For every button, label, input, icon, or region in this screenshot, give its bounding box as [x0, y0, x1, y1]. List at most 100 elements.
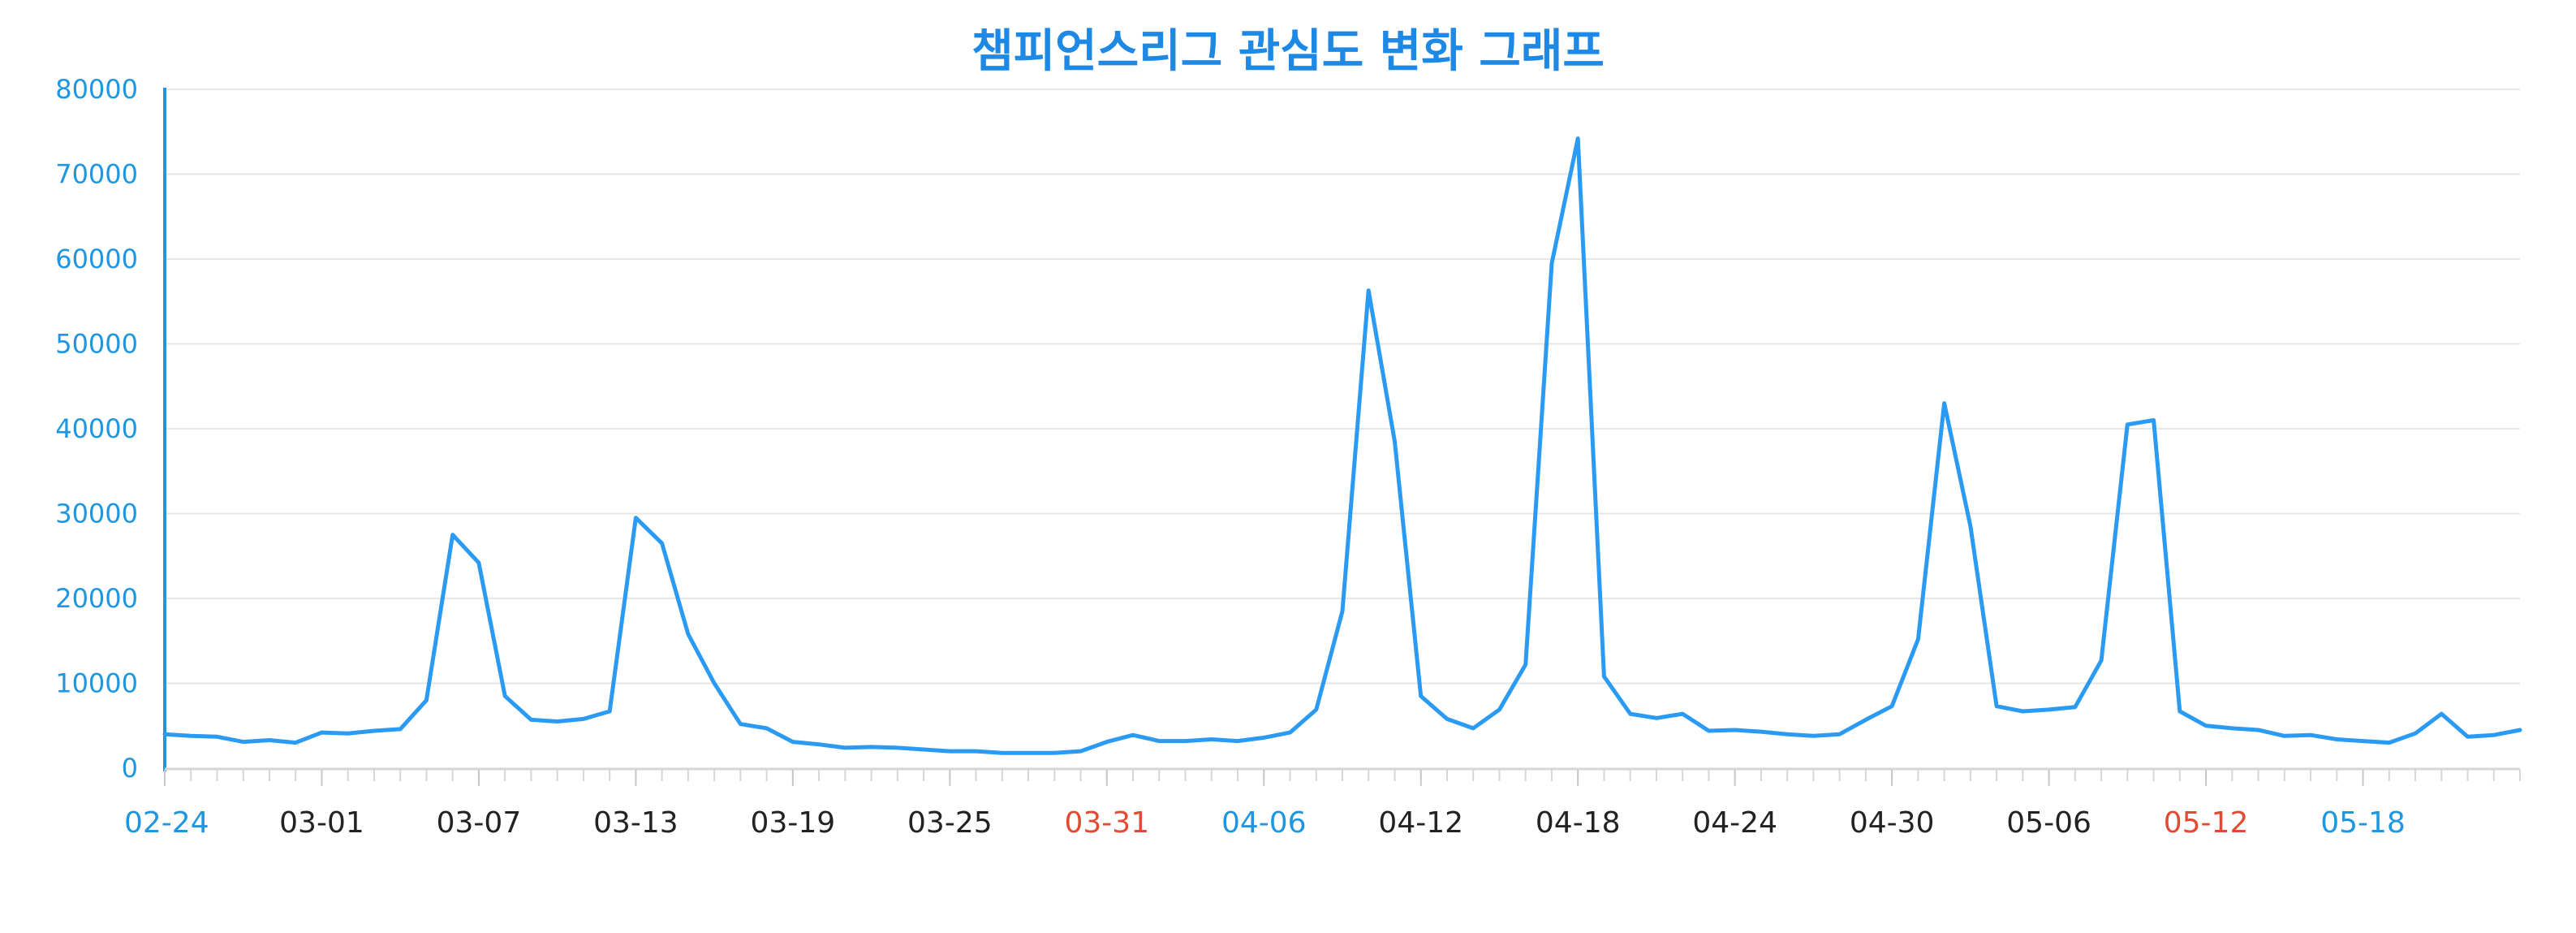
- data-point: [1419, 693, 1424, 698]
- data-point: [2256, 728, 2261, 732]
- data-point: [869, 745, 874, 749]
- data-point: [765, 726, 769, 731]
- x-tick-label: 03-19: [751, 806, 836, 840]
- data-point: [921, 747, 926, 752]
- data-point: [215, 734, 220, 739]
- data-point: [2229, 726, 2234, 731]
- data-point: [162, 732, 167, 736]
- data-point: [2282, 733, 2287, 738]
- data-point: [1366, 288, 1371, 293]
- data-point: [2439, 711, 2444, 716]
- data-point: [2099, 658, 2104, 663]
- data-point: [2361, 739, 2366, 744]
- data-point: [1105, 740, 1109, 745]
- data-point: [1994, 704, 1999, 709]
- data-point: [2178, 709, 2182, 714]
- y-tick-label: 30000: [55, 499, 138, 529]
- data-point: [188, 733, 193, 738]
- data-point: [502, 693, 507, 698]
- data-point: [842, 745, 847, 750]
- data-point: [738, 722, 743, 727]
- chart-title: 챔피언스리그 관심도 변화 그래프: [971, 25, 1605, 78]
- data-point: [2387, 741, 2392, 745]
- x-tick-label: 03-01: [279, 806, 364, 840]
- data-point: [2308, 732, 2313, 737]
- data-point: [1314, 707, 1319, 712]
- y-axis: 0 10000 20000 30000 40000 50000 60000 70000 8000…: [55, 74, 166, 784]
- x-tick-label: 04-12: [1378, 806, 1463, 840]
- data-point: [1523, 663, 1528, 667]
- y-tick-label: 40000: [55, 413, 138, 444]
- x-tick-label: 03-25: [907, 806, 993, 840]
- x-tick-label: 03-31: [1064, 806, 1149, 840]
- x-tick-label: 04-24: [1692, 806, 1777, 840]
- data-point: [267, 738, 272, 743]
- data-point: [2152, 418, 2156, 423]
- data-point: [895, 745, 900, 750]
- data-point: [2413, 731, 2418, 736]
- y-tick-label: 20000: [55, 583, 138, 614]
- data-point: [1131, 732, 1135, 737]
- series-layer: [162, 136, 2522, 755]
- data-point: [1575, 136, 1580, 141]
- data-point: [1157, 739, 1161, 744]
- data-point: [2466, 734, 2470, 739]
- data-point: [2492, 732, 2496, 737]
- data-point: [712, 681, 717, 686]
- data-point: [1209, 737, 1214, 742]
- data-point: [1079, 749, 1083, 754]
- data-point: [476, 560, 481, 565]
- data-point: [555, 719, 560, 724]
- data-point: [1811, 733, 1816, 738]
- x-tick-label: 03-07: [437, 806, 522, 840]
- y-tick-label: 0: [122, 753, 138, 784]
- data-point: [974, 749, 979, 754]
- data-point: [1601, 674, 1606, 679]
- series-line: [162, 136, 2522, 755]
- data-point: [1288, 730, 1293, 735]
- y-tick-label: 70000: [55, 159, 138, 190]
- data-point: [816, 742, 821, 747]
- data-point: [1680, 711, 1685, 716]
- x-tick-label: 05-18: [2320, 806, 2406, 840]
- data-point: [1000, 750, 1005, 755]
- x-tick-label: 05-06: [2006, 806, 2091, 840]
- data-point: [1235, 739, 1240, 744]
- data-point: [1733, 728, 1738, 732]
- x-tick-label: 04-18: [1536, 806, 1621, 840]
- data-point: [1261, 735, 1266, 740]
- y-tick-label: 60000: [55, 244, 138, 274]
- data-point: [2518, 728, 2522, 732]
- data-point: [450, 533, 455, 538]
- y-tick-label: 10000: [55, 668, 138, 699]
- x-tick-label: 02-24: [124, 806, 209, 840]
- data-point: [2020, 709, 2025, 714]
- y-tick-label: 50000: [55, 329, 138, 360]
- data-point: [581, 716, 586, 721]
- data-point: [1915, 637, 1920, 641]
- data-point: [1968, 524, 1973, 529]
- data-point: [1654, 715, 1659, 720]
- data-point: [660, 541, 665, 546]
- data-point: [1942, 401, 1947, 406]
- data-point: [607, 709, 612, 714]
- data-point: [346, 731, 351, 736]
- data-point: [2125, 422, 2130, 427]
- data-point: [1785, 732, 1790, 736]
- data-point: [372, 728, 377, 733]
- data-point: [1863, 717, 1868, 722]
- data-point: [424, 698, 429, 702]
- data-point: [398, 727, 403, 732]
- data-point: [1471, 726, 1475, 731]
- data-point: [1759, 729, 1764, 734]
- data-point: [1052, 750, 1057, 755]
- data-point: [2334, 737, 2339, 742]
- data-point: [1183, 739, 1188, 744]
- x-tick-label: 05-12: [2164, 806, 2249, 840]
- data-point: [1706, 728, 1711, 733]
- data-point: [320, 730, 325, 735]
- data-point: [1549, 261, 1554, 266]
- data-point: [241, 740, 246, 745]
